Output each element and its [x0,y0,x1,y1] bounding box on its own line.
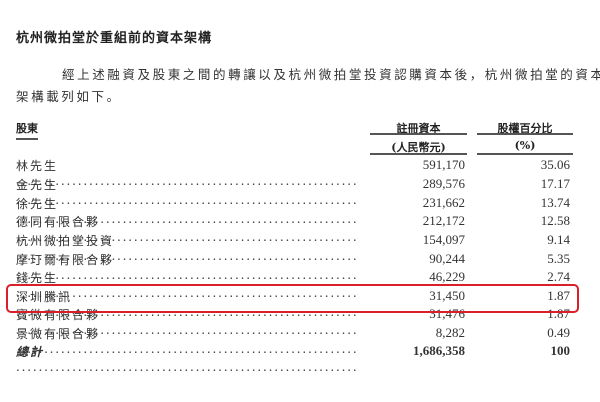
registered-capital: 8,282 [435,325,465,340]
shareholder-name-text: 總計 [16,345,45,359]
registered-capital: 31,450 [429,288,465,303]
shareholder-name: 錢先生 [16,269,356,300]
shareholder-name: 徐先生 [16,195,356,226]
shareholder-name-text: 徐先生 [16,197,59,211]
table-row: 深圳騰訊 31,450 1.87 [16,288,572,306]
shareholder-name-text: 錢先生 [16,271,59,285]
registered-capital: 289,576 [422,176,465,191]
registered-capital: 231,662 [422,195,465,210]
shareholder-name: 景微有限合夥 [16,325,356,356]
shareholder-name: 林先生 [16,157,356,188]
paragraph-line-1: 經上述融資及股東之間的轉讓以及杭州微拍堂投資認購資本後，杭州微拍堂的資本 [62,67,600,82]
shareholder-name-text: 林先生 [16,159,59,173]
shareholder-name-text: 景微有限合夥 [16,327,101,341]
paragraph-line-2: 架構載列如下。 [16,89,122,104]
registered-capital: 90,244 [429,251,465,266]
header-capital-unit: (人民幣元) [391,141,446,154]
equity-percent: 12.58 [540,213,570,228]
table-row: 德同有限合夥 212,172 12.58 [16,213,572,231]
shareholder-name-text: 深圳騰訊 [16,290,73,304]
shareholder-name: 金先生 [16,176,356,207]
equity-percent: 5.35 [547,251,570,266]
shareholder-name-text: 摩玎爾有限合夥 [16,253,115,267]
equity-percent: 0.49 [547,325,570,340]
equity-percent: 13.74 [540,195,570,210]
equity-percent: 1.87 [547,306,570,321]
header-rule [370,153,467,155]
shareholder-name: 深圳騰訊 [16,288,356,319]
table-row: 摩玎爾有限合夥 90,244 5.35 [16,251,572,269]
header-rule [370,133,467,135]
shareholder-name: 摩玎爾有限合夥 [16,251,356,282]
registered-capital: 46,229 [429,269,465,284]
registered-capital: 591,170 [422,157,465,172]
equity-percent: 9.14 [547,232,570,247]
shareholder-name: 杭州微拍堂投資 [16,232,356,263]
highlight-box [6,284,579,313]
table-row: 林先生 591,170 35.06 [16,157,572,175]
shareholder-name: 總計 [16,343,356,374]
shareholder-name: 德同有限合夥 [16,213,356,244]
table-row: 徐先生 231,662 13.74 [16,195,572,213]
equity-percent: 1.87 [547,288,570,303]
equity-percent: 17.17 [540,176,570,191]
table-row: 錢先生 46,229 2.74 [16,269,572,287]
registered-capital: 212,172 [422,213,465,228]
table-row: 杭州微拍堂投資 154,097 9.14 [16,232,572,250]
registered-capital: 1,686,358 [413,343,465,358]
shareholder-name-text: 杭州微拍堂投資 [16,234,115,248]
header-percent-unit: (%) [514,139,536,152]
header-shareholder: 股東 [16,120,38,140]
shareholder-name-text: 德同有限合夥 [16,215,101,229]
equity-percent: 100 [550,343,571,358]
registered-capital: 31,476 [429,306,465,321]
shareholder-name-text: 金先生 [16,178,59,192]
table-row: 金先生 289,576 17.17 [16,176,572,194]
table-row: 景微有限合夥 8,282 0.49 [16,325,572,343]
header-capital: 註冊資本 [396,122,441,135]
registered-capital: 154,097 [422,232,465,247]
header-rule [477,133,573,135]
header-rule [477,153,573,155]
equity-percent: 35.06 [540,157,570,172]
header-percent: 股權百分比 [497,122,553,135]
section-title: 杭州微拍堂於重組前的資本架構 [16,31,213,46]
equity-percent: 2.74 [547,269,570,284]
total-row: 總計 1,686,358 100 [16,343,572,361]
